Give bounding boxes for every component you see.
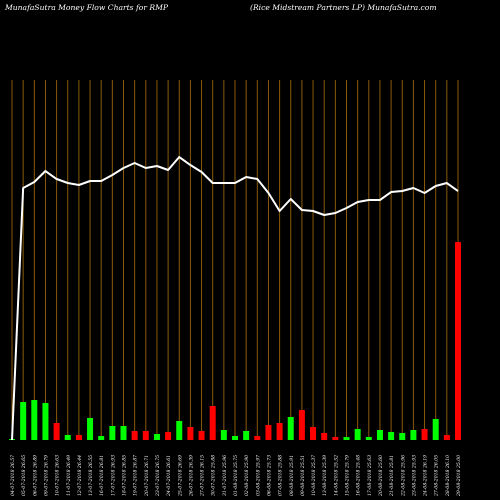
x-axis-label: 20-07-2018 26.71 [144, 455, 150, 497]
volume-bar [98, 436, 105, 440]
x-axis-label: 05-07-2018 26.65 [21, 455, 27, 496]
x-axis-label: 14-08-2018 25.52 [333, 455, 339, 496]
x-axis-label: 06-08-2018 25.73 [266, 455, 272, 496]
x-axis-label: 24-08-2018 26.19 [423, 455, 429, 497]
volume-bar [64, 435, 71, 440]
volume-bar [310, 427, 317, 440]
x-axis-label: 19-07-2018 26.87 [133, 455, 139, 496]
x-axis-label: 21-08-2018 25.81 [389, 455, 395, 497]
price-line [11, 156, 459, 441]
volume-bar [443, 435, 450, 440]
x-axis-label: 24-07-2018 26.61 [166, 455, 172, 497]
x-axis-label: 08-08-2018 25.91 [289, 455, 295, 496]
x-axis-label: 10-08-2018 25.37 [311, 455, 317, 496]
x-axis-label: 01-08-2018 25.75 [233, 455, 239, 496]
x-axis-label: 13-07-2018 26.55 [88, 455, 94, 496]
x-axis-label: 25-07-2018 26.69 [177, 455, 183, 497]
x-axis-label: 17-07-2018 26.93 [110, 455, 116, 496]
x-axis-labels: 04-07-2018 26.57 05-07-2018 26.65 06-07-20… [10, 455, 462, 497]
volume-bar [165, 432, 172, 440]
x-axis-label: 03-08-2018 25.97 [255, 455, 261, 496]
volume-bar [142, 431, 149, 440]
volume-bar [421, 429, 428, 440]
x-axis-label: 09-08-2018 25.51 [300, 455, 306, 496]
grid-lines [11, 80, 459, 440]
x-axis-label: 07-08-2018 25.88 [278, 455, 284, 496]
x-axis-label: 29-08-2018 25.00 [456, 455, 462, 497]
volume-bar [20, 402, 27, 440]
volume-bar [187, 427, 194, 440]
x-axis-label: 12-07-2018 26.44 [77, 455, 83, 496]
volume-bar [376, 430, 383, 440]
volume-bar [365, 437, 372, 440]
x-axis-label: 28-08-2018 26.10 [445, 455, 451, 497]
x-axis-label: 22-08-2018 25.96 [400, 455, 406, 497]
volume-bar [298, 410, 305, 440]
x-axis-label: 13-08-2018 25.39 [322, 455, 328, 496]
volume-bar [388, 432, 395, 440]
volume-bar [131, 431, 138, 440]
volume-bar [31, 400, 38, 440]
volume-bar [265, 425, 272, 440]
volume-bar [321, 433, 328, 440]
volume-bar [109, 426, 116, 440]
volume-bar [120, 426, 127, 440]
volume-bar [332, 437, 339, 440]
x-axis-label: 17-08-2018 25.63 [367, 455, 373, 496]
x-axis-label: 18-07-2018 26.85 [122, 455, 128, 496]
volume-bar [399, 433, 406, 440]
volume-bar [87, 418, 94, 440]
x-axis-label: 02-08-2018 25.90 [244, 455, 250, 496]
x-axis-label: 26-07-2018 26.39 [188, 455, 194, 497]
x-axis-label: 27-08-2018 26.05 [434, 455, 440, 497]
header-left-title: MunafaSutra Money Flow Charts for RMP [5, 3, 169, 12]
volume-bar [276, 423, 283, 440]
volume-bar [53, 423, 60, 440]
x-axis-label: 04-07-2018 26.57 [10, 455, 16, 496]
x-axis-label: 16-07-2018 26.81 [99, 455, 105, 496]
volume-bar [410, 430, 417, 440]
header-right-title: (Rice Midstream Partners LP) MunafaSutra… [250, 3, 437, 12]
price-line-group [11, 156, 459, 441]
x-axis-label: 23-08-2018 25.93 [411, 455, 417, 497]
x-axis-label: 23-07-2018 26.75 [155, 455, 161, 497]
volume-bar [354, 429, 361, 440]
volume-bar [254, 436, 261, 440]
volume-bar [243, 431, 250, 440]
volume-bar [153, 434, 160, 440]
x-axis-label: 06-07-2018 26.89 [32, 455, 38, 496]
volume-bar [209, 406, 216, 440]
volume-bar [198, 431, 205, 440]
volume-bar [220, 430, 227, 440]
x-axis-label: 27-07-2018 26.15 [200, 455, 206, 497]
x-axis-label: 30-07-2018 25.88 [211, 455, 217, 496]
volume-bar [343, 437, 350, 440]
x-axis-label: 11-07-2018 26.49 [66, 455, 72, 496]
x-axis-label: 31-07-2018 25.96 [222, 455, 228, 496]
volume-bar [287, 417, 294, 440]
x-axis-label: 16-08-2018 25.48 [356, 455, 362, 496]
x-axis-label: 15-08-2018 25.79 [345, 455, 351, 496]
volume-bar [75, 435, 82, 440]
volume-bar [455, 242, 461, 440]
volume-bar [176, 421, 183, 440]
volume-bars [9, 242, 461, 440]
volume-bar [232, 436, 238, 440]
x-axis-label: 20-08-2018 25.60 [378, 455, 384, 497]
volume-bar [432, 419, 439, 440]
x-axis-label: 10-07-2018 26.63 [55, 455, 61, 496]
x-axis-label: 09-07-2018 26.79 [43, 455, 49, 496]
volume-bar [42, 403, 49, 440]
